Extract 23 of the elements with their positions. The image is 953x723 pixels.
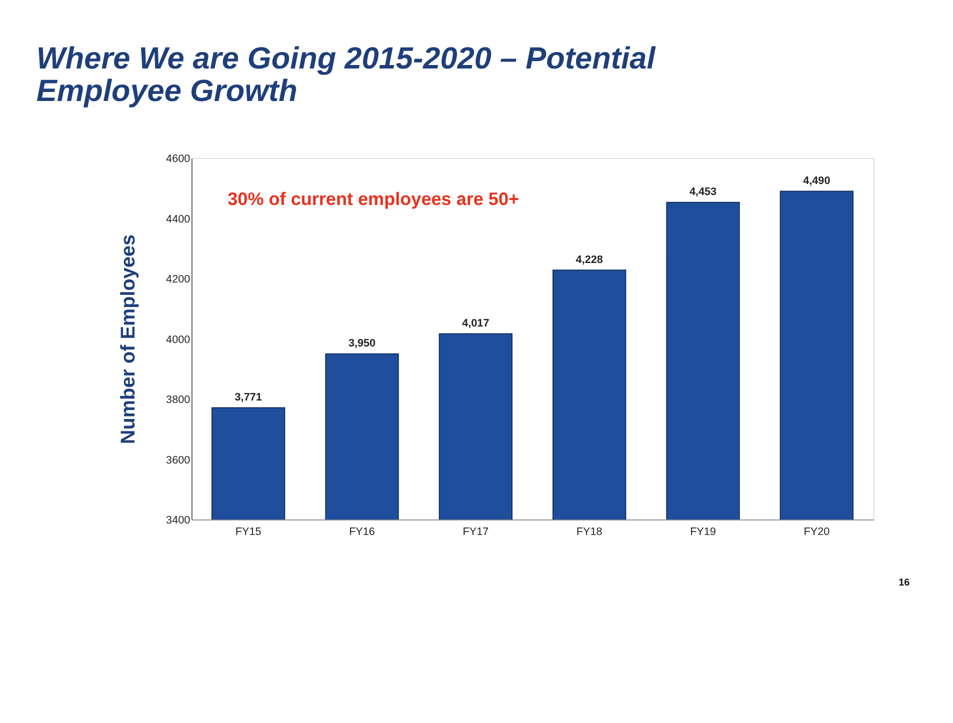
data-label: 3,950 xyxy=(348,338,376,350)
x-tick-label: FY17 xyxy=(462,526,489,538)
data-label: 4,017 xyxy=(462,317,490,330)
y-tick-label: 3800 xyxy=(166,394,190,406)
x-tick-label: FY15 xyxy=(235,526,262,538)
y-tick-label: 3400 xyxy=(166,514,190,527)
x-tick-label: FY18 xyxy=(576,526,602,538)
data-label: 4,490 xyxy=(803,175,830,188)
text: 16 xyxy=(898,577,910,588)
annotation: 30% of current employees are 50+ xyxy=(228,189,520,210)
data-label: 4,228 xyxy=(576,254,603,266)
y-tick-label: 4200 xyxy=(166,274,190,286)
chart-title: Where We are Going 2015-2020 – Potential Employee Growth xyxy=(36,40,657,108)
y-axis-title: Number of Employees xyxy=(117,234,140,444)
data-label: 3,771 xyxy=(234,392,262,404)
y-tick-label: 4600 xyxy=(166,153,190,166)
x-tick-label: FY16 xyxy=(349,526,375,538)
data-label: 4,453 xyxy=(689,186,717,198)
x-tick-label: FY19 xyxy=(690,526,716,538)
y-tick-label: 4400 xyxy=(166,213,190,226)
y-tick-label: 3600 xyxy=(166,454,190,466)
y-tick-label: 4000 xyxy=(166,334,190,346)
x-tick-label: FY20 xyxy=(804,526,830,538)
